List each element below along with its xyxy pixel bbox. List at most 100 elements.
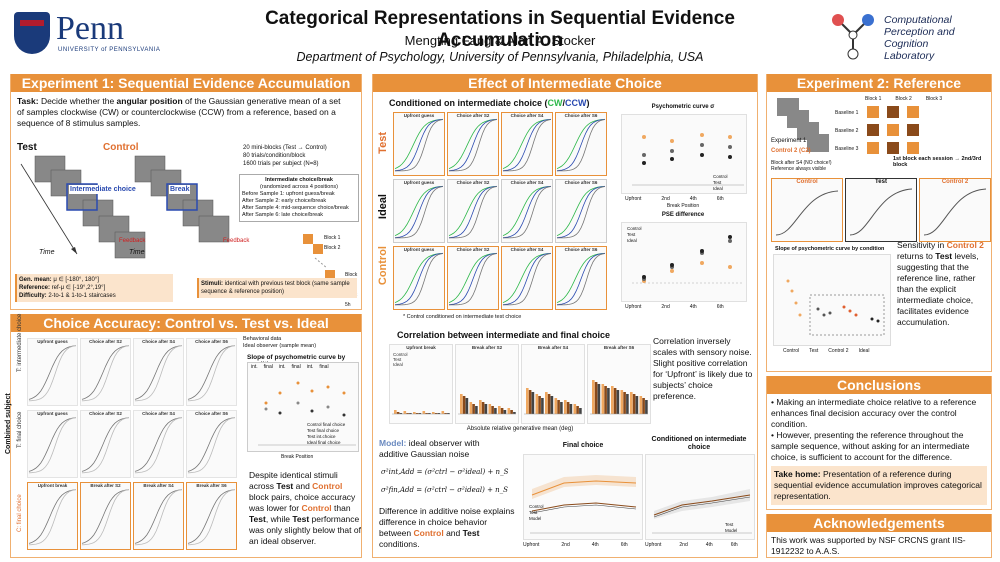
eff-panel-0-0-curves	[394, 118, 444, 172]
acc-panel-1-0: Upfront guess	[27, 410, 78, 478]
acc-desc-2: block pairs, choice accuracy was lower f…	[249, 492, 356, 513]
accuracy-legend: Behavioral data Ideal observer (sample m…	[243, 336, 316, 350]
conditioned-title: Conditioned on intermediate choice (CW/C…	[389, 98, 590, 108]
corr-bar	[425, 413, 428, 414]
pse-chart	[621, 222, 747, 302]
exp2-chart-control: Control	[771, 178, 843, 242]
cond-cw: CW	[547, 98, 563, 108]
corr-bar	[498, 406, 501, 414]
corr-bars-1	[458, 394, 516, 415]
exp2-slope-x-2: Test	[809, 348, 819, 354]
exp1-banner: Experiment 1: Sequential Evidence Accumu…	[11, 74, 361, 92]
list-item-4: After Sample 6: late choice/break	[242, 212, 324, 218]
eff-panel-1-0: Upfront guess	[393, 179, 445, 243]
corr-bar	[488, 404, 492, 414]
corr-bars-0	[392, 410, 450, 415]
accuracy-description: Despite identical stimuli across Test an…	[249, 470, 361, 547]
corr-bars-3	[590, 380, 648, 415]
task-pre: Decide whether the	[38, 96, 117, 106]
cond-title-pre: Conditioned on intermediate choice (	[389, 98, 548, 108]
pse-xticks: Upfront 2nd 4th 6th	[625, 304, 724, 310]
corr-bar	[531, 392, 535, 414]
eff-panel-2-1-curves	[448, 252, 498, 306]
acc-panel-0-3: Choice after S6	[186, 338, 237, 406]
intermediate-choice-list: Intermediate choice/break (randomized ac…	[239, 174, 359, 222]
eff-panel-1-1-title: Choice after S2	[456, 180, 490, 185]
exp2-control2-label: Control 2 (C2)	[771, 148, 811, 154]
corr-bar	[611, 386, 614, 414]
corr-bar	[564, 400, 567, 414]
acc-desc-and: and	[293, 481, 313, 491]
exp2-col-2: Block 2	[895, 96, 912, 102]
eff-panel-2-1-title: Choice after S2	[456, 247, 490, 252]
corr-bar	[545, 392, 548, 414]
corr-bar	[418, 413, 422, 414]
exp1-params: Gen. mean: μ ∈ [-180°, 180°] Reference: …	[15, 274, 173, 302]
corr-bar	[462, 396, 466, 414]
final-legend-3: Model	[529, 516, 542, 521]
gen-mean-label: Gen. mean:	[19, 277, 52, 283]
exp2-slope-x-4: Ideal	[858, 348, 870, 354]
corr-bar	[409, 413, 412, 414]
cond-legend-2: Model	[725, 528, 738, 533]
time-label: Time	[39, 249, 55, 256]
acc-panel-0-1: Choice after S2	[80, 338, 131, 406]
model-conclusion: Difference in additive noise explains di…	[379, 506, 519, 550]
acc-panel-2-1: Break after S2	[80, 482, 131, 550]
eff-panel-0-1: Choice after S2	[447, 112, 499, 176]
eff-panel-0-3: Choice after S6	[555, 112, 607, 176]
corr-bar	[396, 412, 400, 414]
corr-legend-1: Test	[393, 357, 402, 362]
ack-text: This work was supported by NSF CRCNS gra…	[771, 535, 966, 556]
slope-chart-svg	[258, 381, 356, 446]
corr-bar	[472, 404, 475, 414]
corr-bar	[535, 394, 539, 414]
cond-ccw: CCW	[565, 98, 587, 108]
slope-legend: Control final choice Test final choice T…	[307, 422, 345, 446]
eff-panel-2-2-title: Choice after S4	[510, 247, 544, 252]
corr-bar	[547, 394, 551, 414]
list-title: Intermediate choice/break	[265, 177, 333, 183]
acc-panel-2-2-curves	[134, 489, 183, 546]
slope-legend-4: Ideal final choice	[307, 440, 341, 445]
slope-group-5: int.	[306, 364, 314, 370]
corr-bar	[550, 396, 554, 414]
slope-legend-3: Test int.choice	[307, 434, 336, 439]
exp2-banner: Experiment 2: Reference	[767, 74, 991, 92]
eff-panel-0-1-title: Choice after S2	[456, 113, 490, 118]
acc-desc-test: Test	[276, 481, 294, 491]
corr-bar	[635, 396, 639, 414]
exp2-row-1: Baseline 1	[835, 110, 859, 116]
final-legend: Control Test Model	[529, 504, 544, 522]
effect-banner: Effect of Intermediate Choice	[373, 74, 757, 92]
lab-line-4: Laboratory	[884, 50, 935, 62]
eff-panel-1-2-title: Choice after S4	[510, 180, 544, 185]
exp2-curve-test	[849, 188, 913, 236]
eff-panel-2-2: Choice after S4	[501, 246, 553, 310]
eff-panel-1-0-title: Upfront guess	[403, 180, 435, 185]
row-label-cfinal: C: final choice	[17, 494, 23, 532]
acc-desc-test3: Test	[292, 514, 310, 524]
accuracy-section: Choice Accuracy: Control vs. Test vs. Id…	[5, 314, 362, 558]
acc-panel-1-1: Choice after S2	[80, 410, 131, 478]
bullet-3: 1600 trials per subject (N=8)	[243, 161, 319, 167]
conclusion-item-1: • Making an intermediate choice relative…	[771, 397, 977, 429]
acc-panel-2-2: Break after S4	[133, 482, 184, 550]
model-label: Model:	[379, 438, 407, 448]
eff-panel-1-2: Choice after S4	[501, 179, 553, 243]
lab-line-2: Perception and	[884, 26, 955, 38]
eff-panel-2-0-title: Upfront guess	[403, 247, 435, 252]
acc-panel-2-3-title: Break after S6	[196, 483, 227, 488]
eff-panel-2-0-curves	[394, 252, 444, 306]
corr-bar	[626, 394, 629, 414]
exp2-desc-test: Test	[935, 251, 953, 261]
acc-panel-1-0-title: Upfront guess	[37, 411, 68, 416]
exp2-desc-1: Sensitivity in	[897, 240, 947, 250]
model-control: Control	[413, 528, 444, 538]
conclusions-body: • Making an intermediate choice relative…	[767, 394, 991, 466]
exp2-slope-x-3: Control 2	[828, 348, 849, 354]
corr-bar	[399, 413, 403, 414]
psych-xtick-4: 6th	[716, 196, 724, 202]
exp2-block-cols: Block 1 Block 2 Block 3	[865, 96, 942, 102]
penn-shield-logo	[14, 12, 50, 54]
